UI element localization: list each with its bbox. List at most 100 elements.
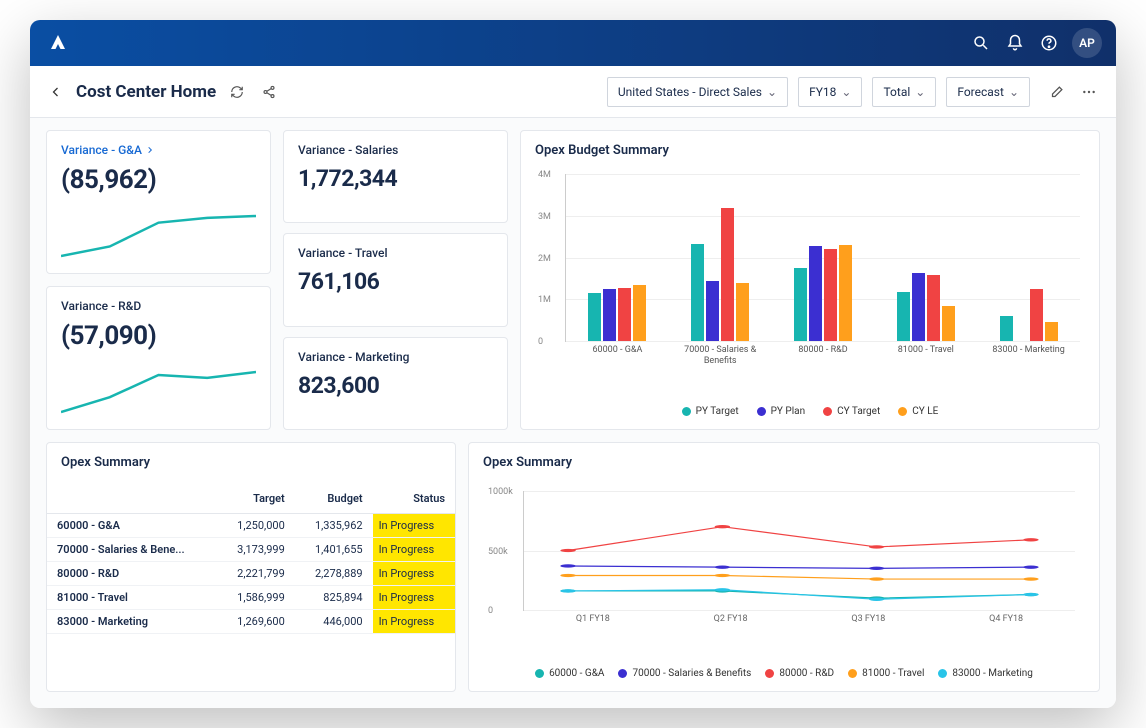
row-name: 80000 - R&D (47, 562, 217, 586)
page-title: Cost Center Home (76, 82, 216, 102)
kpi-spark-ga (61, 195, 256, 261)
bar[interactable] (736, 283, 749, 341)
bar-group-label: 60000 - G&A (572, 345, 662, 356)
bar[interactable] (912, 273, 925, 341)
legend-item[interactable]: CY LE (898, 406, 938, 417)
filter-total[interactable]: Total⌄ (872, 77, 936, 107)
kpi-title-label: Variance - G&A (61, 143, 142, 157)
bar[interactable] (633, 285, 646, 341)
edit-icon[interactable] (1046, 81, 1068, 103)
legend-dot-icon (682, 407, 691, 416)
bar[interactable] (588, 293, 601, 341)
kpi-title-ga[interactable]: Variance - G&A (61, 143, 256, 157)
chevron-down-icon: ⌄ (1009, 85, 1019, 99)
search-icon[interactable] (966, 28, 996, 58)
y-tick-label: 500k (488, 547, 508, 557)
row-status: In Progress (373, 610, 455, 634)
legend-item[interactable]: 70000 - Salaries & Benefits (618, 668, 751, 679)
filter-region[interactable]: United States - Direct Sales ⌄ (607, 77, 788, 107)
bar[interactable] (794, 268, 807, 341)
y-tick-label: 0 (488, 606, 493, 616)
opex-summary-line-card: Opex Summary 0500k1000kQ1 FY18Q2 FY18Q3 … (468, 442, 1100, 692)
y-tick-label: 1M (538, 295, 551, 305)
bar-chart-title: Opex Budget Summary (535, 143, 1085, 158)
filter-year[interactable]: FY18⌄ (798, 77, 862, 107)
share-icon[interactable] (258, 81, 280, 103)
bar[interactable] (897, 292, 910, 341)
table-header[interactable] (47, 484, 217, 514)
table-header[interactable]: Budget (295, 484, 373, 514)
bell-icon[interactable] (1000, 28, 1030, 58)
row-name: 60000 - G&A (47, 514, 217, 538)
row-budget: 2,278,889 (295, 562, 373, 586)
filter-year-label: FY18 (809, 85, 836, 99)
y-tick-label: 2M (538, 254, 551, 264)
bar[interactable] (824, 249, 837, 341)
legend-dot-icon (765, 669, 774, 678)
kpi-value-rd: (57,090) (61, 321, 256, 351)
bar[interactable] (1030, 289, 1043, 341)
row-name: 83000 - Marketing (47, 610, 217, 634)
bar-group-label: 81000 - Travel (881, 345, 971, 356)
table-row[interactable]: 70000 - Salaries & Bene...3,173,9991,401… (47, 538, 455, 562)
bar[interactable] (942, 306, 955, 341)
bar[interactable] (706, 281, 719, 341)
bar-group: 80000 - R&D (772, 174, 875, 341)
bar[interactable] (1045, 322, 1058, 341)
bar[interactable] (1000, 316, 1013, 341)
table-header[interactable]: Target (217, 484, 295, 514)
filter-total-label: Total (883, 85, 910, 99)
legend-item[interactable]: 83000 - Marketing (938, 668, 1033, 679)
row-target: 2,221,799 (217, 562, 295, 586)
user-avatar[interactable]: AP (1072, 28, 1102, 58)
filter-region-label: United States - Direct Sales (618, 85, 762, 99)
legend-label: PY Plan (771, 406, 806, 417)
bar[interactable] (927, 275, 940, 341)
kpi-card-salaries[interactable]: Variance - Salaries 1,772,344 (283, 130, 508, 223)
table-row[interactable]: 60000 - G&A1,250,0001,335,962In Progress (47, 514, 455, 538)
bar[interactable] (618, 288, 631, 341)
bar[interactable] (839, 245, 852, 341)
more-icon[interactable] (1078, 81, 1100, 103)
x-tick-label: Q2 FY18 (662, 614, 800, 624)
x-tick-label: Q4 FY18 (937, 614, 1075, 624)
legend-item[interactable]: CY Target (823, 406, 880, 417)
kpi-card-travel[interactable]: Variance - Travel 761,106 (283, 233, 508, 326)
table-header[interactable]: Status (373, 484, 455, 514)
bar[interactable] (721, 208, 734, 341)
filter-scenario-label: Forecast (957, 85, 1004, 99)
table-row[interactable]: 81000 - Travel1,586,999825,894In Progres… (47, 586, 455, 610)
bar[interactable] (691, 244, 704, 341)
back-icon[interactable] (46, 82, 66, 102)
table-row[interactable]: 80000 - R&D2,221,7992,278,889In Progress (47, 562, 455, 586)
chevron-down-icon: ⌄ (767, 85, 777, 99)
bar[interactable] (809, 246, 822, 341)
page-header: Cost Center Home United States - Direct … (30, 66, 1116, 118)
legend-item[interactable]: 81000 - Travel (848, 668, 924, 679)
bar[interactable] (603, 289, 616, 341)
kpi-value-travel: 761,106 (298, 268, 493, 295)
bar-chart-legend: PY Target PY Plan CY Target CY LE (535, 406, 1085, 417)
help-icon[interactable] (1034, 28, 1064, 58)
filter-scenario[interactable]: Forecast ⌄ (946, 77, 1030, 107)
legend-dot-icon (618, 669, 627, 678)
kpi-card-rd[interactable]: Variance - R&D (57,090) (46, 286, 271, 430)
x-tick-label: Q3 FY18 (800, 614, 938, 624)
bar-group-label: 70000 - Salaries & Benefits (675, 345, 765, 367)
app-window: AP Cost Center Home United States - Dire… (30, 20, 1116, 708)
legend-item[interactable]: PY Plan (757, 406, 806, 417)
line-chart-title: Opex Summary (483, 455, 1085, 470)
table-row[interactable]: 83000 - Marketing1,269,600446,000In Prog… (47, 610, 455, 634)
dashboard-body: Variance - G&A (85,962) Variance - R&D (… (30, 118, 1116, 708)
legend-label: 60000 - G&A (549, 668, 604, 679)
top-nav: AP (30, 20, 1116, 66)
kpi-card-ga[interactable]: Variance - G&A (85,962) (46, 130, 271, 274)
kpi-title-marketing: Variance - Marketing (298, 350, 493, 364)
legend-item[interactable]: 60000 - G&A (535, 668, 604, 679)
app-logo-icon[interactable] (44, 29, 72, 57)
kpi-card-marketing[interactable]: Variance - Marketing 823,600 (283, 337, 508, 430)
refresh-icon[interactable] (226, 81, 248, 103)
legend-item[interactable]: PY Target (682, 406, 739, 417)
legend-item[interactable]: 80000 - R&D (765, 668, 834, 679)
legend-label: PY Target (696, 406, 739, 417)
